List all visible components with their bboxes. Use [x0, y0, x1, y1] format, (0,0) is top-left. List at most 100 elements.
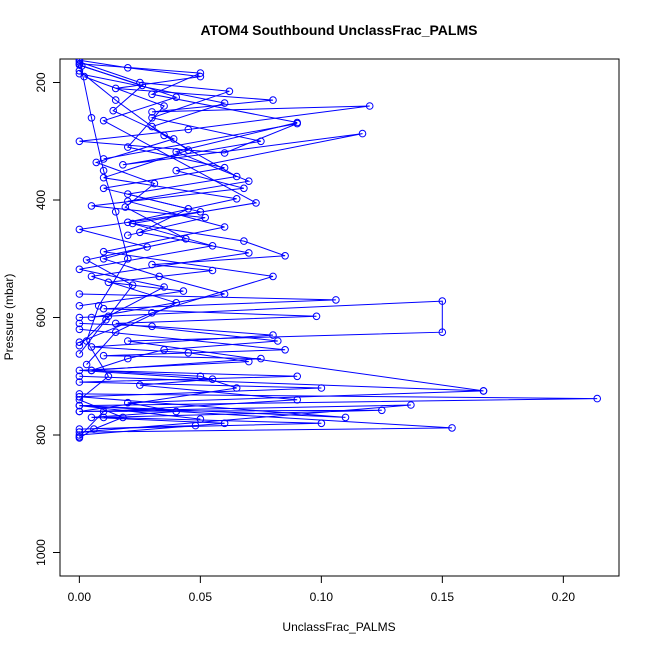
data-point	[75, 407, 84, 416]
data-point	[358, 129, 367, 138]
data-point	[75, 302, 84, 310]
data-point	[479, 387, 488, 395]
data-point	[160, 131, 168, 140]
data-point	[196, 69, 205, 77]
data-point	[365, 102, 374, 110]
data-point	[99, 351, 108, 360]
data-point	[124, 143, 132, 151]
data-point	[281, 346, 289, 354]
y-tick-label: 200	[34, 72, 48, 92]
data-point	[75, 265, 84, 274]
x-tick-label: 0.10	[310, 590, 334, 604]
data-point	[111, 96, 120, 104]
data-point	[196, 208, 205, 216]
data-point	[75, 225, 84, 234]
x-axis-label: UnclassFrac_PALMS	[282, 620, 395, 634]
data-point	[220, 149, 229, 157]
series-line	[79, 73, 237, 347]
chart-title: ATOM4 Southbound UnclassFrac_PALMS	[201, 22, 478, 38]
data-point	[75, 59, 84, 63]
y-tick-label: 1000	[34, 539, 48, 566]
data-point	[75, 319, 84, 328]
series	[75, 69, 241, 350]
series-line	[79, 328, 346, 420]
data-point	[119, 413, 127, 422]
data-point	[274, 337, 282, 345]
data-point	[293, 118, 302, 127]
data-point	[124, 398, 132, 407]
data-point	[317, 384, 326, 392]
data-point	[148, 90, 156, 99]
data-point	[99, 173, 108, 182]
data-point	[87, 202, 96, 210]
data-point	[332, 296, 340, 304]
data-point	[99, 116, 108, 125]
data-point	[184, 349, 193, 357]
data-point	[312, 312, 321, 321]
data-point	[269, 331, 277, 339]
series-line	[79, 322, 298, 438]
data-point	[160, 102, 168, 110]
data-point	[281, 252, 289, 260]
data-point	[148, 260, 156, 269]
data-point	[148, 309, 156, 317]
data-point	[75, 341, 84, 350]
data-point	[184, 125, 193, 134]
data-point	[220, 99, 229, 107]
data-point	[184, 146, 193, 154]
data-point	[240, 184, 248, 193]
data-point	[75, 434, 84, 442]
data-point	[172, 299, 180, 307]
data-point	[225, 87, 234, 96]
data-point	[111, 319, 120, 328]
data-point	[155, 272, 163, 281]
series-line	[84, 76, 249, 365]
data-point	[317, 419, 326, 428]
data-point	[148, 114, 156, 122]
data-point	[378, 406, 386, 415]
x-axis: 0.00 0.05 0.10 0.15 0.20	[68, 575, 576, 604]
y-axis: 200 400 600 800 1000	[34, 72, 61, 566]
data-point	[94, 302, 103, 310]
data-point	[128, 281, 137, 290]
data-point	[75, 313, 84, 322]
data-point	[75, 378, 84, 386]
data-point	[208, 375, 217, 384]
series-line	[78, 59, 129, 439]
data-point	[232, 195, 241, 203]
data-point	[148, 108, 156, 116]
x-tick-label: 0.00	[68, 590, 92, 604]
data-point	[87, 343, 96, 351]
series	[75, 319, 302, 441]
data-point	[220, 223, 229, 231]
data-point	[82, 360, 91, 369]
data-point	[179, 287, 188, 295]
data-point	[75, 290, 84, 298]
data-point	[245, 177, 253, 185]
data-point	[78, 62, 86, 70]
plot-area	[75, 59, 602, 442]
x-tick-label: 0.20	[552, 590, 576, 604]
series	[75, 390, 602, 436]
data-point	[124, 231, 132, 240]
data-point	[87, 272, 96, 281]
data-point	[341, 413, 350, 422]
data-point	[593, 394, 602, 403]
data-point	[92, 158, 101, 167]
data-point	[232, 172, 241, 181]
series-line	[79, 300, 484, 436]
data-point	[169, 135, 178, 143]
data-point	[75, 59, 84, 68]
data-point	[109, 106, 117, 115]
data-point	[124, 218, 132, 227]
data-point	[111, 328, 120, 337]
data-point	[182, 235, 190, 243]
data-point	[136, 381, 144, 389]
data-point	[252, 199, 260, 207]
data-point	[136, 228, 144, 237]
data-point	[75, 372, 84, 381]
data-point	[240, 237, 248, 245]
data-point	[87, 114, 96, 122]
data-point	[104, 372, 113, 381]
data-point	[160, 283, 168, 291]
